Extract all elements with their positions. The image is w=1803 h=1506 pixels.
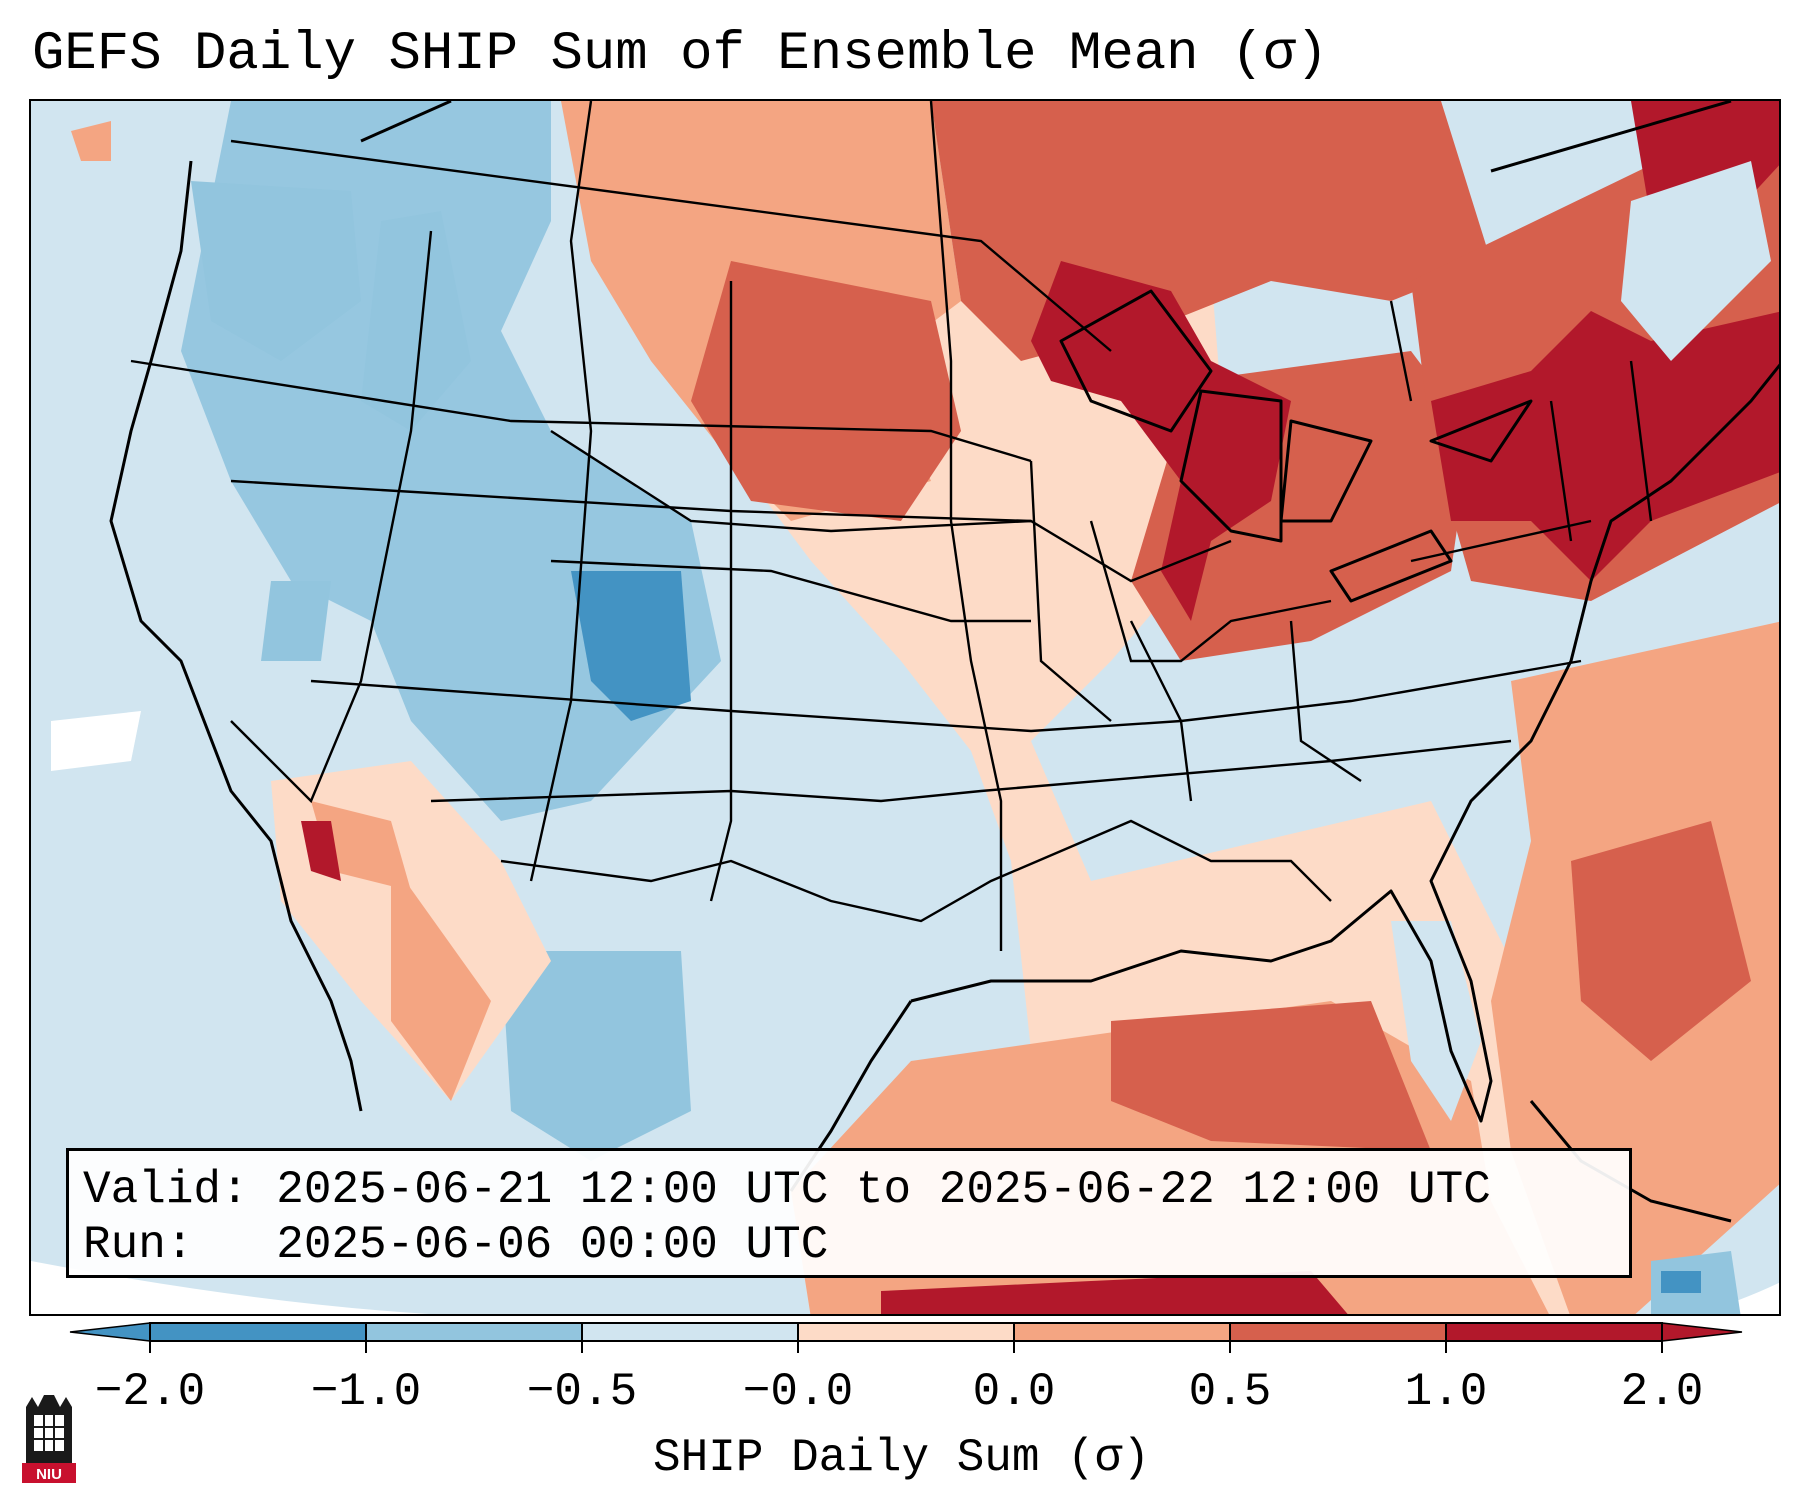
gulf-dark	[1111, 1001, 1431, 1151]
colorbar-segment	[366, 1323, 582, 1341]
idaho-montana-west	[361, 211, 471, 431]
colorado-rockies	[571, 571, 691, 721]
tick-label: −2.0	[94, 1366, 206, 1418]
pacific-white-patch	[51, 711, 141, 771]
pacific-salmon-patch	[71, 121, 111, 161]
colorbar-segment	[582, 1323, 798, 1341]
caribbean	[881, 1271, 1348, 1314]
tick-label: −0.0	[742, 1366, 854, 1418]
maritimes-blue	[1621, 161, 1771, 361]
tick-label: 0.5	[1188, 1366, 1272, 1418]
valid-time-box: Valid: 2025-06-21 12:00 UTC to 2025-06-2…	[66, 1148, 1632, 1278]
colorbar-extend-low	[69, 1322, 151, 1342]
colorbar-outline	[149, 1322, 1663, 1342]
colorbar-segment	[1446, 1323, 1662, 1341]
colorbar-segment	[1230, 1323, 1446, 1341]
colorbar-ticks	[149, 1323, 1663, 1353]
colorbar-segments	[69, 1322, 1743, 1342]
nevada-blue	[261, 581, 331, 661]
tick-label: 1.0	[1404, 1366, 1488, 1418]
map-canvas	[31, 101, 1779, 1314]
tick-label: 0.0	[972, 1366, 1056, 1418]
page-title: GEFS Daily SHIP Sum of Ensemble Mean (σ)	[32, 24, 1329, 85]
tick-label: −0.5	[526, 1366, 638, 1418]
tick-label: 2.0	[1620, 1366, 1704, 1418]
colorbar-label: SHIP Daily Sum (σ)	[653, 1432, 1150, 1484]
projection-edge-right	[1696, 1282, 1779, 1314]
run-line: Run: 2025-06-06 00:00 UTC	[83, 1219, 829, 1271]
niu-logo-icon: NIU	[22, 1395, 76, 1483]
state-borders	[130, 101, 1653, 951]
hispaniola-dark-cell	[1661, 1271, 1701, 1293]
northeast-dark	[1431, 311, 1779, 581]
logo-text: NIU	[36, 1466, 62, 1483]
colorbar-segment	[150, 1323, 366, 1341]
colorbar-segment	[1014, 1323, 1230, 1341]
la-basin-dark	[301, 821, 341, 881]
baja-red	[391, 861, 491, 1101]
valid-line: Valid: 2025-06-21 12:00 UTC to 2025-06-2…	[83, 1164, 1491, 1216]
colorbar-segment	[798, 1323, 1014, 1341]
tick-label: −1.0	[310, 1366, 422, 1418]
mexico-blue	[501, 951, 691, 1161]
map-panel[interactable]	[29, 99, 1781, 1316]
northern-plains	[691, 261, 961, 521]
great-lakes	[1031, 261, 1291, 621]
atlantic-dark	[1571, 821, 1751, 1061]
colorbar-extend-high	[1661, 1322, 1743, 1342]
projection-edge	[31, 1261, 429, 1314]
pacific-northwest	[191, 181, 361, 361]
